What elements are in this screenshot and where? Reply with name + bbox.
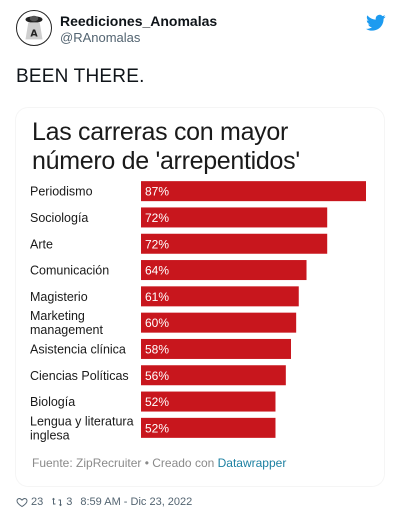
source-text: Fuente: ZipRecruiter • Creado con	[32, 456, 218, 470]
avatar-logo-icon: A	[17, 11, 51, 45]
like-button[interactable]: 23	[16, 496, 43, 508]
tweet-meta: 23 3 8:59 AM - Dic 23, 2022	[16, 496, 192, 508]
value-label: 52%	[145, 395, 169, 409]
retweet-icon	[52, 497, 63, 507]
chart-card[interactable]: Las carreras con mayor número de 'arrepe…	[16, 108, 384, 486]
value-label: 56%	[145, 369, 169, 383]
value-label: 61%	[145, 290, 169, 304]
twitter-bird-icon[interactable]	[366, 14, 386, 32]
category-label: Sociología	[30, 211, 88, 225]
like-count: 23	[31, 496, 44, 508]
handle[interactable]: @RAnomalas	[60, 30, 141, 45]
value-label: 60%	[145, 316, 169, 330]
heart-icon	[16, 497, 28, 508]
category-label: Arte	[30, 237, 53, 251]
category-label: Magisterio	[30, 290, 88, 304]
retweet-button[interactable]: 3	[51, 496, 72, 508]
value-label: 87%	[145, 185, 169, 199]
bar	[141, 207, 328, 228]
value-label: 72%	[145, 211, 169, 225]
chart-title: Las carreras con mayor número de 'arrepe…	[32, 118, 300, 175]
category-label: Biología	[30, 395, 75, 409]
bar	[141, 338, 291, 359]
value-label: 52%	[145, 421, 169, 435]
bar	[141, 391, 276, 412]
value-label: 64%	[145, 264, 169, 278]
bar	[141, 286, 299, 307]
value-label: 58%	[145, 342, 169, 356]
bar	[141, 312, 297, 333]
datawrapper-link[interactable]: Datawrapper	[217, 456, 287, 470]
bar	[141, 365, 286, 386]
category-label: Comunicación	[30, 264, 109, 278]
bar-chart: Periodismo 87% Sociología 72% Arte 72% Comunic…	[30, 181, 366, 442]
chart-source: Fuente: ZipRecruiter • Creado con Datawr…	[32, 456, 286, 470]
category-label: Asistencia clínica	[30, 342, 126, 356]
tweet-header: A Reediciones_Anomalas @RAnomalas	[16, 10, 386, 50]
category-label: Periodismo	[30, 185, 93, 199]
display-name[interactable]: Reediciones_Anomalas	[60, 13, 218, 29]
category-label: Marketing management	[30, 309, 103, 337]
retweet-count: 3	[66, 496, 73, 508]
bar	[141, 233, 328, 254]
category-label: Lengua y literatura inglesa	[30, 414, 134, 442]
avatar[interactable]: A	[16, 10, 52, 46]
svg-text:A: A	[30, 29, 38, 40]
category-label: Ciencias Políticas	[30, 369, 129, 383]
bar	[141, 417, 276, 438]
tweet-text: BEEN THERE.	[16, 66, 145, 87]
value-label: 72%	[145, 237, 169, 251]
timestamp[interactable]: 8:59 AM - Dic 23, 2022	[80, 496, 193, 508]
bar	[141, 181, 366, 202]
bar	[141, 260, 307, 281]
